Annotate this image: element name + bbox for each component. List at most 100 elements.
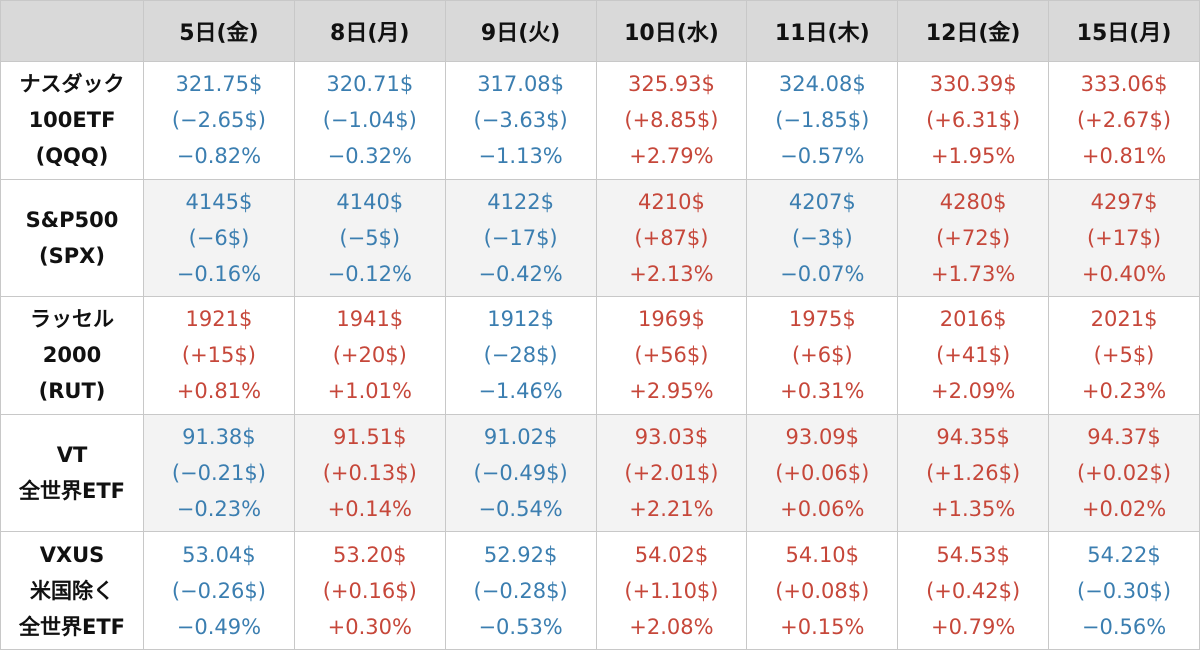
price-cell: 4140$ (−5$) −0.12% — [293, 178, 446, 298]
percent-change: −0.42% — [478, 261, 563, 286]
price-cell: 4210$ (+87$) +2.13% — [595, 178, 748, 298]
row-label-line: 2000 — [42, 343, 102, 368]
change-value: (+0.42$) — [926, 578, 1021, 603]
price-cell: 333.06$ (+2.67$) +0.81% — [1048, 61, 1200, 180]
change-value: (−2.65$) — [171, 108, 266, 133]
price-value: 93.03$ — [634, 425, 709, 450]
row-label-line: 100ETF — [28, 108, 116, 133]
change-value: (−28$) — [483, 343, 558, 368]
percent-change: +2.21% — [629, 497, 714, 522]
price-cell: 4280$ (+72$) +1.73% — [897, 178, 1050, 298]
change-value: (+8.85$) — [624, 108, 719, 133]
price-value: 321.75$ — [175, 72, 263, 97]
table-row: ナスダック 100ETF (QQQ) 321.75$ (−2.65$) −0.82% 320… — [0, 61, 1200, 180]
percent-change: +0.02% — [1081, 497, 1167, 522]
price-value: 52.92$ — [483, 542, 558, 567]
change-value: (+5$) — [1093, 343, 1155, 368]
corner-cell — [0, 0, 144, 62]
percent-change: +0.23% — [1081, 379, 1167, 404]
row-label-line: S&P500 — [25, 207, 119, 232]
change-value: (−0.49$) — [473, 461, 568, 486]
price-cell: 320.71$ (−1.04$) −0.32% — [293, 61, 446, 180]
row-label-line: VXUS — [39, 542, 105, 567]
change-value: (−1.85$) — [775, 108, 870, 133]
price-cell: 54.02$ (+1.10$) +2.08% — [595, 531, 748, 650]
column-header: 8日(月) — [293, 0, 446, 62]
percent-change: +0.81% — [176, 379, 262, 404]
price-value: 1975$ — [788, 307, 856, 332]
percent-change: +2.09% — [930, 379, 1016, 404]
price-cell: 4122$ (−17$) −0.42% — [444, 178, 597, 298]
row-label: VT 全世界ETF — [0, 413, 144, 533]
price-value: 53.20$ — [333, 542, 407, 567]
percent-change: +2.79% — [629, 144, 714, 169]
row-label-line: (SPX) — [39, 243, 105, 268]
price-cell: 4145$ (−6$) −0.16% — [143, 178, 295, 298]
change-value: (+0.16$) — [322, 578, 417, 603]
column-header: 9日(火) — [444, 0, 597, 62]
row-label-line: ナスダック — [19, 72, 125, 97]
change-value: (+1.10$) — [624, 578, 719, 603]
price-cell: 317.08$ (−3.63$) −1.13% — [444, 61, 597, 180]
price-cell: 2016$ (+41$) +2.09% — [897, 296, 1050, 415]
header-row: 5日(金) 8日(月) 9日(火) 10日(水) 11日(木) 12日(金) 1… — [0, 0, 1200, 62]
change-value: (+56$) — [634, 343, 709, 368]
price-cell: 54.10$ (+0.08$) +0.15% — [746, 531, 899, 650]
table-row: VT 全世界ETF 91.38$ (−0.21$) −0.23% 91.51$ (+0.13… — [0, 413, 1200, 533]
price-cell: 54.53$ (+0.42$) +0.79% — [897, 531, 1050, 650]
row-label-line: (QQQ) — [35, 144, 109, 169]
percent-change: −0.49% — [176, 614, 262, 639]
price-cell: 93.09$ (+0.06$) +0.06% — [746, 413, 899, 533]
price-cell: 1969$ (+56$) +2.95% — [595, 296, 748, 415]
change-value: (+72$) — [936, 225, 1011, 250]
percent-change: +2.95% — [629, 379, 714, 404]
change-value: (+0.13$) — [322, 461, 417, 486]
price-value: 94.37$ — [1087, 425, 1161, 450]
price-cell: 4297$ (+17$) +0.40% — [1048, 178, 1200, 298]
price-value: 1912$ — [487, 307, 555, 332]
price-value: 54.22$ — [1087, 542, 1161, 567]
price-value: 54.02$ — [634, 542, 709, 567]
change-value: (−6$) — [188, 225, 250, 250]
percent-change: −0.16% — [176, 261, 262, 286]
percent-change: −1.46% — [478, 379, 563, 404]
price-cell: 53.20$ (+0.16$) +0.30% — [293, 531, 446, 650]
price-value: 93.09$ — [785, 425, 860, 450]
price-value: 91.38$ — [182, 425, 256, 450]
column-header: 10日(水) — [595, 0, 748, 62]
price-value: 91.02$ — [483, 425, 558, 450]
percent-change: +0.30% — [327, 614, 412, 639]
price-value: 333.06$ — [1080, 72, 1168, 97]
table-row: VXUS 米国除く 全世界ETF 53.04$ (−0.26$) −0.49% 53.20$… — [0, 531, 1200, 650]
change-value: (−3$) — [791, 225, 853, 250]
percent-change: +1.01% — [327, 379, 412, 404]
change-value: (−5$) — [339, 225, 401, 250]
price-value: 94.35$ — [936, 425, 1010, 450]
price-cell: 1975$ (+6$) +0.31% — [746, 296, 899, 415]
price-value: 54.10$ — [785, 542, 860, 567]
price-value: 320.71$ — [326, 72, 414, 97]
price-value: 1921$ — [185, 307, 253, 332]
price-value: 330.39$ — [929, 72, 1017, 97]
percent-change: +0.81% — [1081, 144, 1167, 169]
row-label-line: 米国除く — [30, 578, 114, 603]
price-cell: 1921$ (+15$) +0.81% — [143, 296, 295, 415]
percent-change: −0.07% — [780, 261, 865, 286]
price-value: 2021$ — [1090, 307, 1158, 332]
row-label: ラッセル 2000 (RUT) — [0, 296, 144, 415]
price-value: 1969$ — [638, 307, 705, 332]
row-label-line: ラッセル — [30, 307, 114, 332]
change-value: (−1.04$) — [322, 108, 417, 133]
price-cell: 330.39$ (+6.31$) +1.95% — [897, 61, 1050, 180]
price-value: 1941$ — [336, 307, 404, 332]
row-label: VXUS 米国除く 全世界ETF — [0, 531, 144, 650]
percent-change: −0.53% — [478, 614, 563, 639]
percent-change: −0.23% — [176, 497, 262, 522]
price-value: 54.53$ — [936, 542, 1010, 567]
table-row: S&P500 (SPX) 4145$ (−6$) −0.16% 4140$ (−5$) −0.… — [0, 178, 1200, 298]
price-cell: 91.38$ (−0.21$) −0.23% — [143, 413, 295, 533]
percent-change: −0.32% — [327, 144, 412, 169]
price-cell: 324.08$ (−1.85$) −0.57% — [746, 61, 899, 180]
price-cell: 1941$ (+20$) +1.01% — [293, 296, 446, 415]
